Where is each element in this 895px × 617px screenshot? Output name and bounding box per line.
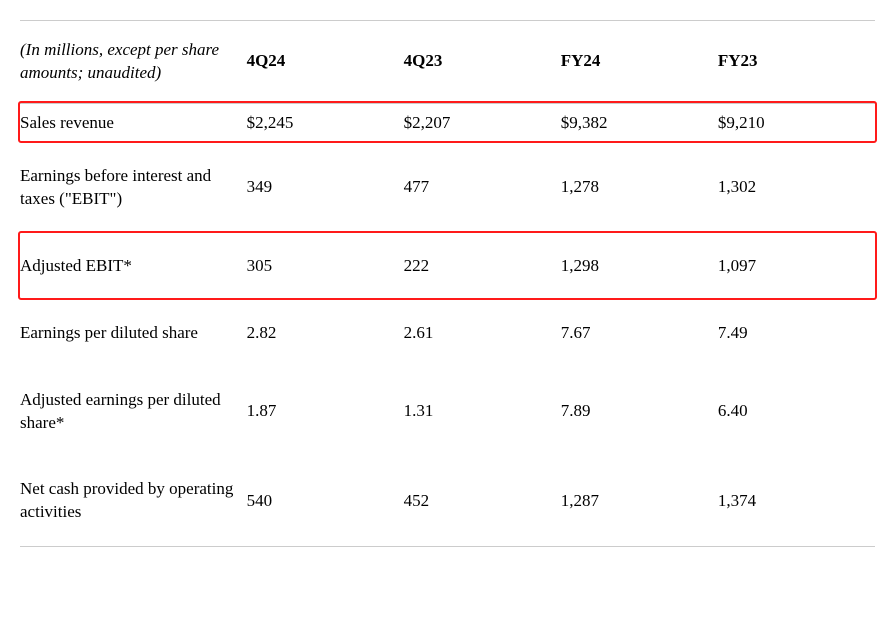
column-header: 4Q23 <box>404 21 561 104</box>
cell-value: 540 <box>247 456 404 546</box>
financial-table-wrapper: (In millions, except per share amounts; … <box>20 20 875 547</box>
cell-value: 1,278 <box>561 143 718 233</box>
cell-value: 7.67 <box>561 300 718 367</box>
column-header: FY24 <box>561 21 718 104</box>
table-row: Net cash provided by operating activitie… <box>20 456 875 546</box>
column-header: FY23 <box>718 21 875 104</box>
cell-value: 6.40 <box>718 367 875 457</box>
row-label: Adjusted EBIT* <box>20 233 247 300</box>
cell-value: 1,298 <box>561 233 718 300</box>
row-label: Adjusted earnings per diluted share* <box>20 367 247 457</box>
cell-value: 1.31 <box>404 367 561 457</box>
cell-value: 1,302 <box>718 143 875 233</box>
row-label: Earnings before interest and taxes ("EBI… <box>20 143 247 233</box>
table-row: Earnings before interest and taxes ("EBI… <box>20 143 875 233</box>
cell-value: 222 <box>404 233 561 300</box>
table-row: Earnings per diluted share2.822.617.677.… <box>20 300 875 367</box>
cell-value: $9,210 <box>718 103 875 142</box>
row-label: Sales revenue <box>20 103 247 142</box>
cell-value: $2,245 <box>247 103 404 142</box>
cell-value: 452 <box>404 456 561 546</box>
cell-value: 1,287 <box>561 456 718 546</box>
cell-value: 1,097 <box>718 233 875 300</box>
cell-value: 1.87 <box>247 367 404 457</box>
table-row: Adjusted earnings per diluted share*1.87… <box>20 367 875 457</box>
cell-value: 305 <box>247 233 404 300</box>
cell-value: 2.82 <box>247 300 404 367</box>
header-note: (In millions, except per share amounts; … <box>20 21 247 104</box>
cell-value: 1,374 <box>718 456 875 546</box>
row-label: Earnings per diluted share <box>20 300 247 367</box>
cell-value: 7.49 <box>718 300 875 367</box>
table-row: Sales revenue$2,245$2,207$9,382$9,210 <box>20 103 875 142</box>
cell-value: $2,207 <box>404 103 561 142</box>
cell-value: 477 <box>404 143 561 233</box>
cell-value: 2.61 <box>404 300 561 367</box>
table-header-row: (In millions, except per share amounts; … <box>20 21 875 104</box>
cell-value: 7.89 <box>561 367 718 457</box>
row-label: Net cash provided by operating activitie… <box>20 456 247 546</box>
cell-value: 349 <box>247 143 404 233</box>
financial-table: (In millions, except per share amounts; … <box>20 20 875 547</box>
table-row: Adjusted EBIT*3052221,2981,097 <box>20 233 875 300</box>
cell-value: $9,382 <box>561 103 718 142</box>
column-header: 4Q24 <box>247 21 404 104</box>
table-body: Sales revenue$2,245$2,207$9,382$9,210Ear… <box>20 103 875 546</box>
